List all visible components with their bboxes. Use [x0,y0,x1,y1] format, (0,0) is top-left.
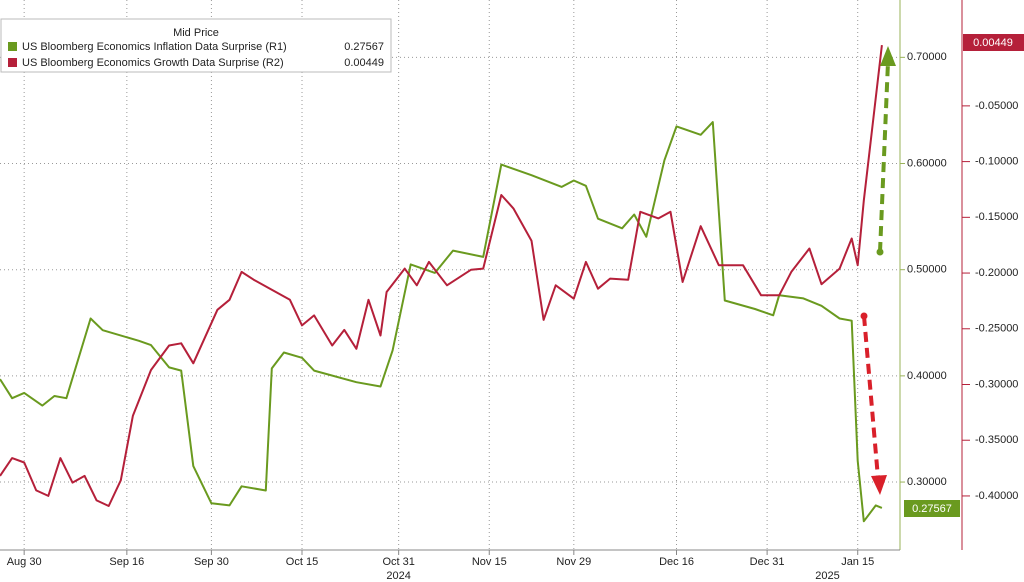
legend-value: 0.27567 [344,41,384,53]
y2-tick-label: -0.20000 [975,267,1018,279]
x-tick-label: Sep 16 [109,556,144,568]
y2-tick-label: -0.25000 [975,323,1018,335]
legend-value: 0.00449 [344,57,384,69]
y2-tick-label: -0.30000 [975,378,1018,390]
x-tick-label: Sep 30 [194,556,229,568]
y-tick-label: 0.40000 [907,370,947,382]
green-arrow-dot [876,248,884,256]
series-line [0,121,883,523]
legend-box [0,18,392,73]
legend-label: US Bloomberg Economics Growth Data Surpr… [22,57,284,69]
y2-tick-label: -0.35000 [975,434,1018,446]
legend: Mid Price US Bloomberg Economics Inflati… [0,18,392,73]
y2-tick-label: -0.10000 [975,156,1018,168]
y-tick-label: 0.70000 [907,51,947,63]
legend-title: Mid Price [173,27,219,39]
x-tick-label: Oct 31 [382,556,414,568]
x-tick-label: Dec 31 [750,556,785,568]
x-tick-label: Nov 15 [472,556,507,568]
r1-last-box [904,500,960,517]
x-tick-label: Aug 30 [7,556,42,568]
green-arrow-head [880,46,896,66]
year-label: 2024 [386,570,410,582]
y2-tick-label: -0.15000 [975,211,1018,223]
series-line [0,44,883,507]
y2-tick-label: -0.05000 [975,100,1018,112]
legend-swatch [8,42,17,51]
r1-last-value: 0.27567 [912,503,952,515]
y-tick-label: 0.30000 [907,476,947,488]
x-tick-label: Oct 15 [286,556,318,568]
x-tick-label: Nov 29 [556,556,591,568]
annotation-arrows [860,46,896,495]
last-value-boxes: 0.27567 0.00449 [904,34,1024,517]
r2-last-box [963,34,1024,51]
legend-swatch [8,58,17,67]
lines [0,44,883,523]
r2-last-value: 0.00449 [973,37,1013,49]
red-arrow [862,315,880,479]
x-tick-label: Dec 16 [659,556,694,568]
red-arrow-dot [860,312,868,320]
red-arrow-head [871,475,887,495]
y-tick-label: 0.60000 [907,157,947,169]
year-label: 2025 [815,570,839,582]
y-tick-label: 0.50000 [907,264,947,276]
y2-tick-label: -0.40000 [975,490,1018,502]
legend-label: US Bloomberg Economics Inflation Data Su… [22,41,287,53]
x-tick-label: Jan 15 [841,556,874,568]
